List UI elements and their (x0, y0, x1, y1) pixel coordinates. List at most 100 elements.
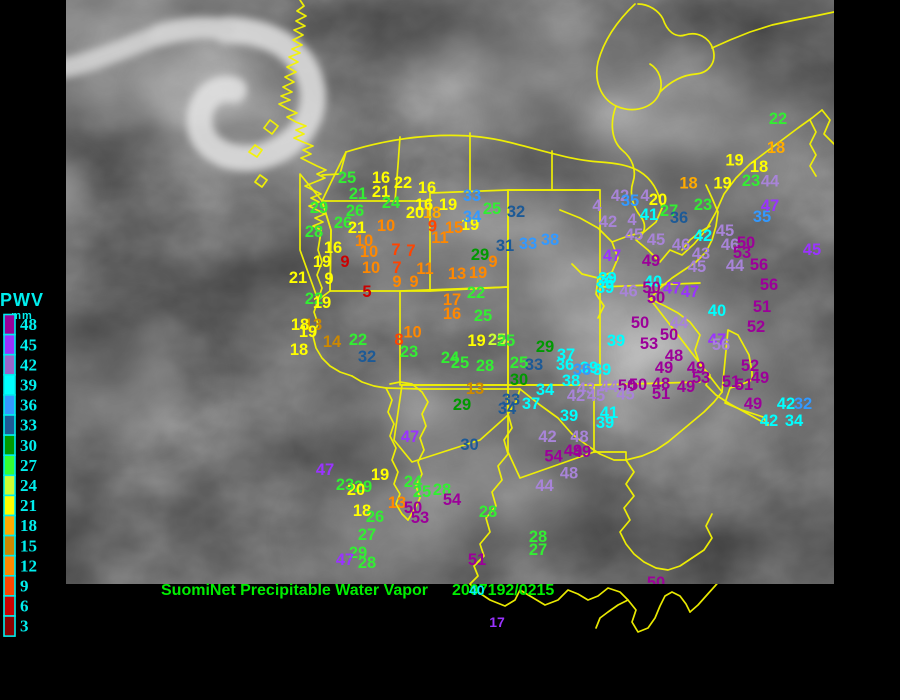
svg-text:23: 23 (336, 476, 354, 494)
svg-text:47: 47 (761, 197, 779, 215)
svg-text:21: 21 (349, 185, 367, 203)
svg-text:9: 9 (392, 273, 401, 291)
svg-text:39: 39 (593, 361, 611, 379)
svg-text:19: 19 (371, 466, 389, 484)
svg-text:10: 10 (403, 324, 421, 342)
svg-text:45: 45 (688, 258, 706, 276)
svg-text:10: 10 (362, 259, 380, 277)
svg-text:48: 48 (20, 315, 37, 334)
svg-text:34: 34 (463, 208, 482, 226)
svg-text:41: 41 (640, 206, 658, 224)
svg-text:34: 34 (498, 400, 517, 418)
svg-text:42: 42 (599, 213, 617, 231)
svg-text:23: 23 (400, 343, 418, 361)
svg-text:53: 53 (640, 335, 658, 353)
svg-text:25: 25 (451, 354, 469, 372)
svg-text:5: 5 (362, 283, 371, 301)
svg-text:50: 50 (631, 314, 649, 332)
svg-text:56: 56 (712, 336, 730, 354)
svg-text:46: 46 (619, 283, 637, 301)
svg-text:45: 45 (647, 231, 665, 249)
svg-text:9: 9 (488, 253, 497, 271)
svg-text:18: 18 (679, 175, 697, 193)
svg-text:32: 32 (358, 348, 376, 366)
svg-text:40: 40 (708, 302, 726, 320)
svg-text:29: 29 (536, 338, 554, 356)
svg-text:31: 31 (496, 237, 514, 255)
svg-text:39: 39 (607, 332, 625, 350)
svg-text:12: 12 (20, 556, 37, 575)
svg-text:49: 49 (642, 252, 660, 270)
svg-text:10: 10 (377, 217, 395, 235)
svg-text:27: 27 (358, 526, 376, 544)
svg-text:25: 25 (474, 307, 492, 325)
svg-text:26: 26 (366, 508, 384, 526)
svg-text:37: 37 (522, 395, 540, 413)
svg-text:19: 19 (313, 253, 331, 271)
svg-text:14: 14 (323, 333, 342, 351)
svg-text:51: 51 (753, 298, 771, 316)
svg-text:22: 22 (769, 110, 787, 128)
svg-text:4: 4 (863, 217, 873, 235)
svg-text:28: 28 (479, 503, 497, 521)
svg-text:49: 49 (677, 378, 695, 396)
svg-text:47: 47 (603, 247, 621, 265)
svg-text:36: 36 (670, 209, 688, 227)
svg-text:56: 56 (760, 276, 778, 294)
svg-text:7: 7 (391, 241, 400, 259)
svg-text:6: 6 (20, 597, 29, 616)
svg-text:34: 34 (785, 412, 804, 430)
svg-text:51: 51 (735, 376, 753, 394)
svg-text:50: 50 (647, 574, 665, 592)
svg-text:22: 22 (394, 174, 412, 192)
svg-text:35: 35 (621, 192, 639, 210)
svg-text:23: 23 (694, 196, 712, 214)
svg-text:11: 11 (431, 229, 448, 247)
svg-text:50: 50 (647, 289, 665, 307)
svg-text:39: 39 (560, 407, 578, 425)
svg-text:47: 47 (681, 283, 699, 301)
svg-text:24: 24 (20, 476, 38, 495)
svg-text:47: 47 (336, 551, 354, 569)
svg-text:30: 30 (20, 436, 37, 455)
svg-text:27: 27 (20, 456, 38, 475)
svg-text:17: 17 (489, 614, 505, 630)
svg-text:46: 46 (672, 236, 690, 254)
svg-text:19: 19 (467, 332, 485, 350)
svg-text:38: 38 (541, 231, 559, 249)
svg-text:24: 24 (382, 194, 401, 212)
svg-text:49: 49 (744, 395, 762, 413)
svg-text:53: 53 (411, 509, 429, 527)
svg-text:45: 45 (625, 226, 643, 244)
svg-text:19: 19 (439, 196, 457, 214)
svg-text:25: 25 (483, 200, 501, 218)
svg-text:19: 19 (713, 175, 731, 193)
svg-text:29: 29 (310, 199, 328, 217)
svg-text:44: 44 (726, 257, 745, 275)
svg-text:44: 44 (535, 477, 554, 495)
svg-text:33: 33 (525, 356, 543, 374)
svg-text:50: 50 (629, 376, 647, 394)
svg-text:33: 33 (519, 235, 537, 253)
svg-text:25: 25 (497, 332, 515, 350)
svg-text:39: 39 (596, 414, 614, 432)
svg-text:36: 36 (573, 361, 591, 379)
svg-text:15: 15 (20, 536, 37, 555)
svg-text:7: 7 (406, 242, 415, 260)
svg-text:2007192/0215: 2007192/0215 (452, 582, 554, 599)
svg-text:28: 28 (358, 554, 376, 572)
svg-text:45: 45 (20, 335, 37, 354)
svg-text:28: 28 (305, 223, 323, 241)
svg-text:47: 47 (401, 428, 419, 446)
svg-text:42: 42 (760, 412, 778, 430)
svg-text:49: 49 (751, 369, 769, 387)
svg-text:39: 39 (20, 376, 37, 395)
svg-text:51: 51 (468, 551, 486, 569)
svg-text:29: 29 (471, 246, 489, 264)
svg-text:42: 42 (777, 395, 795, 413)
svg-text:42: 42 (20, 355, 37, 374)
svg-text:50: 50 (660, 326, 678, 344)
svg-text:39: 39 (596, 279, 614, 297)
svg-text:9: 9 (340, 253, 349, 271)
svg-text:36: 36 (20, 396, 37, 415)
